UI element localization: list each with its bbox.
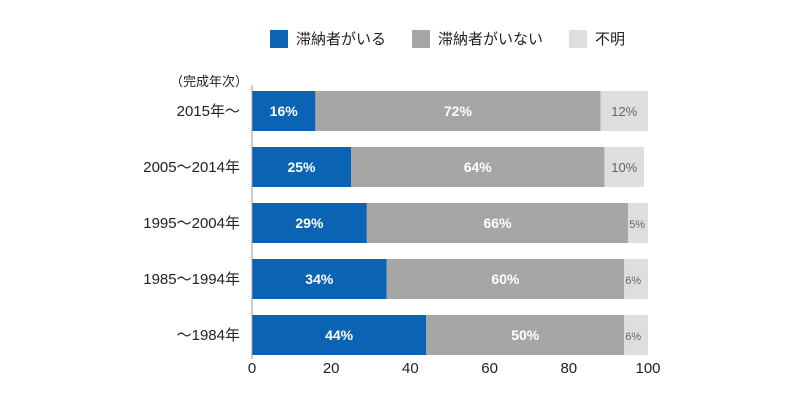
data-label: 25% xyxy=(287,159,316,175)
data-label: 50% xyxy=(511,327,540,343)
legend-swatch-without-arrears xyxy=(412,29,431,48)
bar-segment xyxy=(252,315,427,355)
category-label: 1995〜2004年 xyxy=(143,215,240,232)
x-tick-label: 60 xyxy=(481,360,498,377)
data-label: 6% xyxy=(625,275,641,287)
data-label: 72% xyxy=(444,103,473,119)
category-label: 2015年〜 xyxy=(177,103,240,120)
bar-segment xyxy=(315,91,601,131)
x-tick-label: 100 xyxy=(635,360,660,377)
data-label: 6% xyxy=(625,331,641,343)
data-label: 12% xyxy=(611,104,637,119)
legend-label-without-arrears: 滞納者がいない xyxy=(438,31,544,48)
data-label: 66% xyxy=(484,215,513,231)
y-axis-title: （完成年次） xyxy=(170,74,249,89)
bar-segment xyxy=(351,147,605,187)
bar-segment xyxy=(252,91,316,131)
data-label: 16% xyxy=(270,103,299,119)
x-tick-label: 0 xyxy=(248,360,256,377)
data-label: 60% xyxy=(491,271,520,287)
category-label: 〜1984年 xyxy=(177,327,240,344)
category-label: 1985〜1994年 xyxy=(143,271,240,288)
bar-segment xyxy=(386,259,625,299)
bar-segment xyxy=(252,259,387,299)
x-tick-label: 40 xyxy=(402,360,419,377)
legend-swatch-unknown xyxy=(569,29,588,48)
legend-item-with-arrears: 滞納者がいる xyxy=(270,28,386,49)
data-label: 5% xyxy=(629,219,645,231)
data-label: 29% xyxy=(295,215,324,231)
bar-segment xyxy=(628,203,648,243)
data-label: 10% xyxy=(611,160,637,175)
bar-segment xyxy=(624,315,648,355)
legend-label-unknown: 不明 xyxy=(595,31,626,48)
legend-item-without-arrears: 滞納者がいない xyxy=(412,28,543,49)
bar-segment xyxy=(252,203,367,243)
data-label: 64% xyxy=(464,159,493,175)
bar-segment xyxy=(252,147,351,187)
legend-swatch-with-arrears xyxy=(270,29,288,48)
category-label: 2005〜2014年 xyxy=(143,159,240,176)
bar-segment xyxy=(366,203,629,243)
bar-segment xyxy=(600,91,648,131)
x-tick-label: 80 xyxy=(560,360,577,377)
x-tick-label: 20 xyxy=(323,360,340,377)
bar-segment xyxy=(624,259,648,299)
legend-label-with-arrears: 滞納者がいる xyxy=(296,31,387,48)
data-label: 34% xyxy=(305,271,334,287)
legend-item-unknown: 不明 xyxy=(569,28,625,49)
bar-segment xyxy=(426,315,625,355)
chart-legend: 滞納者がいる 滞納者がいない 不明 xyxy=(270,28,625,49)
data-label: 44% xyxy=(325,327,354,343)
bar-segment xyxy=(604,147,645,187)
